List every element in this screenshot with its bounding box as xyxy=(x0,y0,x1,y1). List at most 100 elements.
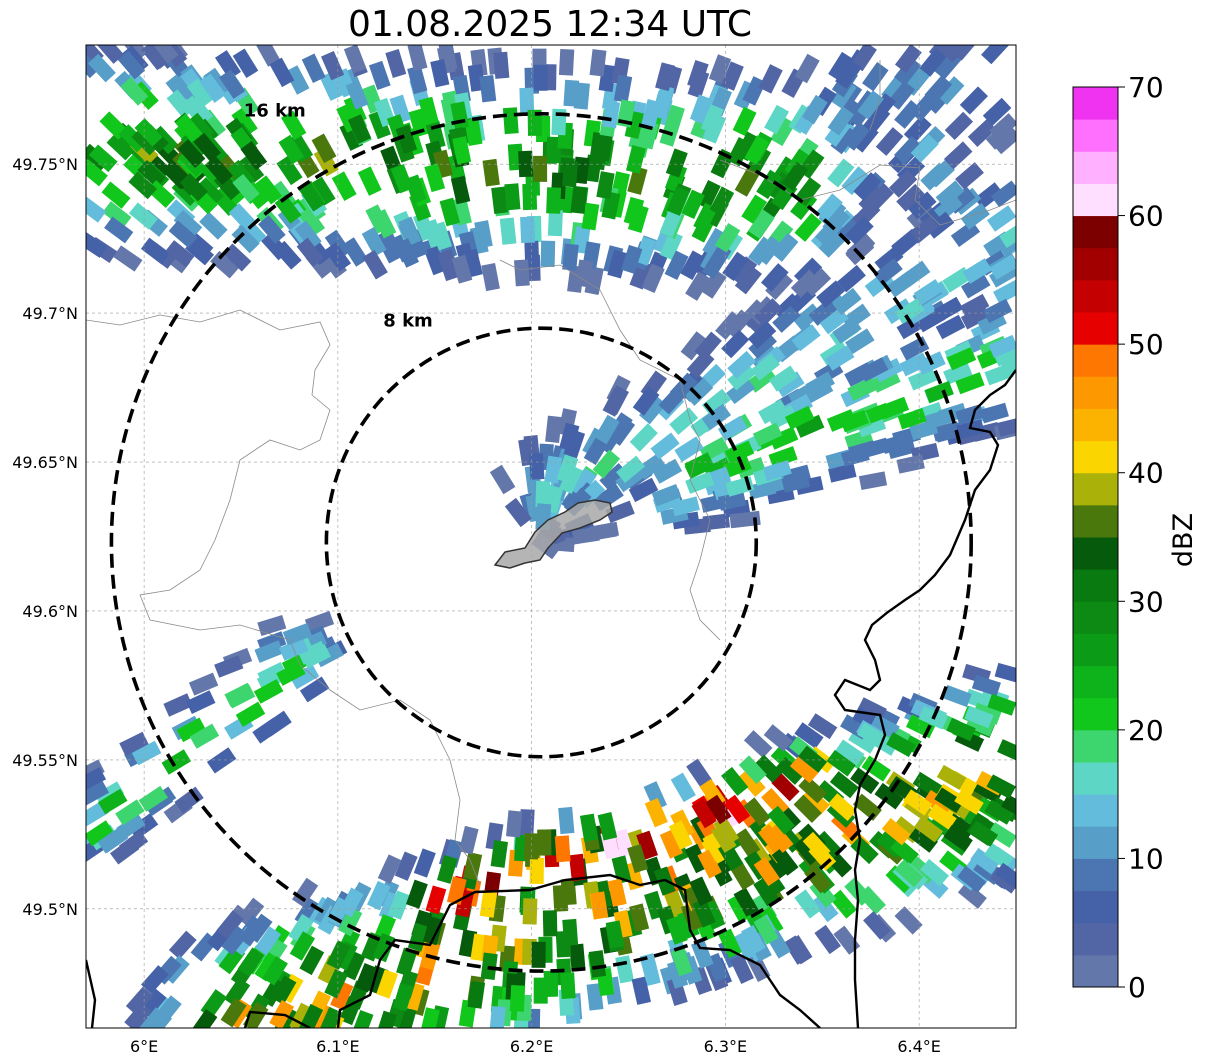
echo-cell xyxy=(289,664,320,690)
echo-cell xyxy=(86,759,105,784)
echo-cell xyxy=(151,45,179,64)
echo-cell xyxy=(529,857,544,884)
echo-cell xyxy=(987,822,1016,848)
echo-cell xyxy=(140,237,171,265)
echo-cell xyxy=(754,298,783,327)
echo-cell xyxy=(943,141,973,170)
range-ring-label: 8 km xyxy=(383,310,433,331)
echo-cell xyxy=(117,50,146,80)
echo-cell xyxy=(890,837,919,865)
echo-cell xyxy=(935,314,966,340)
echo-cell xyxy=(763,724,793,752)
echo-cell xyxy=(205,156,233,185)
echo-cell xyxy=(827,158,855,188)
echo-cell xyxy=(722,251,749,282)
echo-cell xyxy=(345,80,369,110)
echo-cell xyxy=(131,127,160,156)
echo-cell xyxy=(687,69,710,99)
echo-cell xyxy=(253,679,284,704)
echo-cell xyxy=(319,71,344,101)
echo-cell xyxy=(980,402,1009,424)
echo-cell xyxy=(850,45,877,72)
echo-cell xyxy=(732,106,757,137)
echo-cell xyxy=(738,755,767,784)
echo-cell xyxy=(128,202,158,230)
echo-cell xyxy=(519,87,535,115)
echo-cell xyxy=(943,361,973,385)
echo-cell xyxy=(758,64,783,94)
echo-cell xyxy=(342,950,366,981)
echo-cell xyxy=(407,45,428,72)
echo-cell xyxy=(424,245,447,276)
lat-tick-label: 49.75°N xyxy=(12,155,78,174)
echo-cell xyxy=(845,328,875,355)
echo-cell xyxy=(177,139,206,169)
echo-cell xyxy=(616,455,646,483)
echo-cell xyxy=(163,693,193,717)
echo-cell xyxy=(936,764,967,790)
echo-cell xyxy=(552,885,569,912)
echo-cell xyxy=(897,408,927,430)
echo-cell xyxy=(724,440,755,465)
echo-cell xyxy=(377,854,402,884)
echo-cell xyxy=(858,471,888,490)
echo-cell xyxy=(276,661,306,686)
echo-cell xyxy=(984,799,1015,825)
echo-cell xyxy=(420,1007,440,1028)
echo-cell xyxy=(771,846,799,876)
echo-cell xyxy=(439,197,461,227)
echo-cell xyxy=(845,216,874,245)
echo-cell xyxy=(547,209,563,237)
echo-cell xyxy=(326,940,351,970)
echo-cell xyxy=(464,118,483,146)
echo-cell xyxy=(395,124,418,154)
echo-cell xyxy=(756,169,782,200)
echo-cell xyxy=(621,244,643,274)
echo-cell xyxy=(299,945,325,976)
echo-cell xyxy=(717,491,747,511)
echo-cell xyxy=(650,432,680,460)
echo-cell xyxy=(258,215,286,245)
echo-cell xyxy=(425,885,447,915)
echo-cell xyxy=(853,172,882,201)
echo-cell xyxy=(560,972,576,999)
echo-cell xyxy=(254,952,281,982)
echo-cell xyxy=(558,806,575,835)
echo-cell xyxy=(504,497,532,528)
lat-tick-label: 49.6°N xyxy=(22,602,78,621)
echo-cell xyxy=(531,941,546,968)
echo-cell xyxy=(974,182,1004,210)
echo-cell xyxy=(742,76,767,106)
echo-cell xyxy=(856,415,887,438)
echo-cell xyxy=(727,350,756,379)
echo-cell xyxy=(571,526,600,545)
echo-cell xyxy=(659,230,683,261)
echo-cell xyxy=(684,377,714,406)
echo-cell xyxy=(669,407,699,435)
echo-cell xyxy=(545,415,562,443)
echo-cell xyxy=(991,126,1016,155)
echo-cell xyxy=(652,458,683,484)
echo-cell xyxy=(528,452,545,480)
echo-cell xyxy=(546,187,562,214)
echo-cell xyxy=(451,254,473,284)
echo-cell xyxy=(396,947,418,977)
echo-cell xyxy=(125,986,154,1016)
echo-cell xyxy=(709,186,735,216)
echo-cell xyxy=(717,415,748,442)
echo-cell xyxy=(701,453,732,477)
echo-cell xyxy=(407,922,429,952)
echo-cell xyxy=(579,813,599,842)
echo-cell xyxy=(808,298,838,326)
lon-tick-label: 6.2°E xyxy=(510,1037,554,1056)
echo-cell xyxy=(338,906,363,937)
echo-cell xyxy=(808,842,837,871)
echo-cell xyxy=(753,915,779,945)
echo-cell xyxy=(934,787,964,814)
echo-cell xyxy=(822,207,851,237)
echo-cell xyxy=(765,271,794,300)
echo-cell xyxy=(219,69,246,99)
echo-cell xyxy=(670,772,696,803)
echo-cell xyxy=(997,416,1016,437)
